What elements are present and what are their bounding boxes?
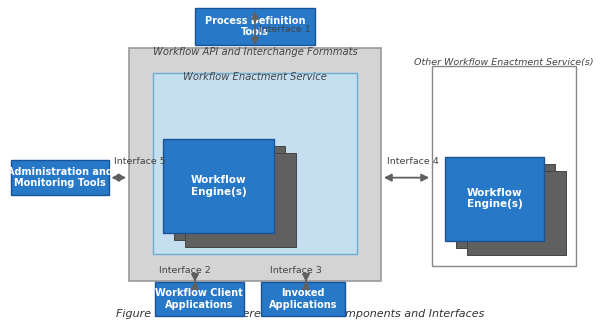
Text: Interface 1: Interface 1 [259, 25, 311, 34]
FancyBboxPatch shape [185, 153, 296, 247]
Text: Process Definition
Tools: Process Definition Tools [205, 16, 305, 37]
FancyBboxPatch shape [456, 164, 555, 248]
Text: Figure 1  Workflow Reference Model – Components and Interfaces: Figure 1 Workflow Reference Model – Comp… [116, 309, 484, 319]
FancyBboxPatch shape [153, 73, 357, 254]
FancyBboxPatch shape [174, 146, 285, 240]
FancyBboxPatch shape [261, 282, 345, 316]
Text: Workflow
Engine(s): Workflow Engine(s) [467, 188, 523, 209]
FancyBboxPatch shape [129, 48, 381, 281]
FancyBboxPatch shape [432, 66, 576, 266]
Text: Interface 3: Interface 3 [270, 266, 322, 275]
Text: Workflow Enactment Service: Workflow Enactment Service [183, 72, 327, 82]
Text: Workflow
Engine(s): Workflow Engine(s) [191, 175, 247, 196]
FancyBboxPatch shape [11, 160, 109, 195]
Text: Workflow Client
Applications: Workflow Client Applications [155, 288, 243, 310]
FancyBboxPatch shape [155, 282, 244, 316]
Text: Workflow API and Interchange Formmats: Workflow API and Interchange Formmats [152, 47, 358, 57]
FancyBboxPatch shape [163, 139, 274, 233]
Text: Invoked
Applications: Invoked Applications [269, 288, 337, 310]
Text: Administration and
Monitoring Tools: Administration and Monitoring Tools [7, 167, 113, 188]
Text: Interface 5: Interface 5 [114, 157, 166, 166]
Text: Interface 2: Interface 2 [159, 266, 211, 275]
Text: Other Workflow Enactment Service(s): Other Workflow Enactment Service(s) [414, 58, 594, 67]
FancyBboxPatch shape [467, 171, 566, 255]
FancyBboxPatch shape [195, 8, 315, 45]
FancyBboxPatch shape [445, 157, 544, 241]
Text: Interface 4: Interface 4 [387, 157, 439, 166]
